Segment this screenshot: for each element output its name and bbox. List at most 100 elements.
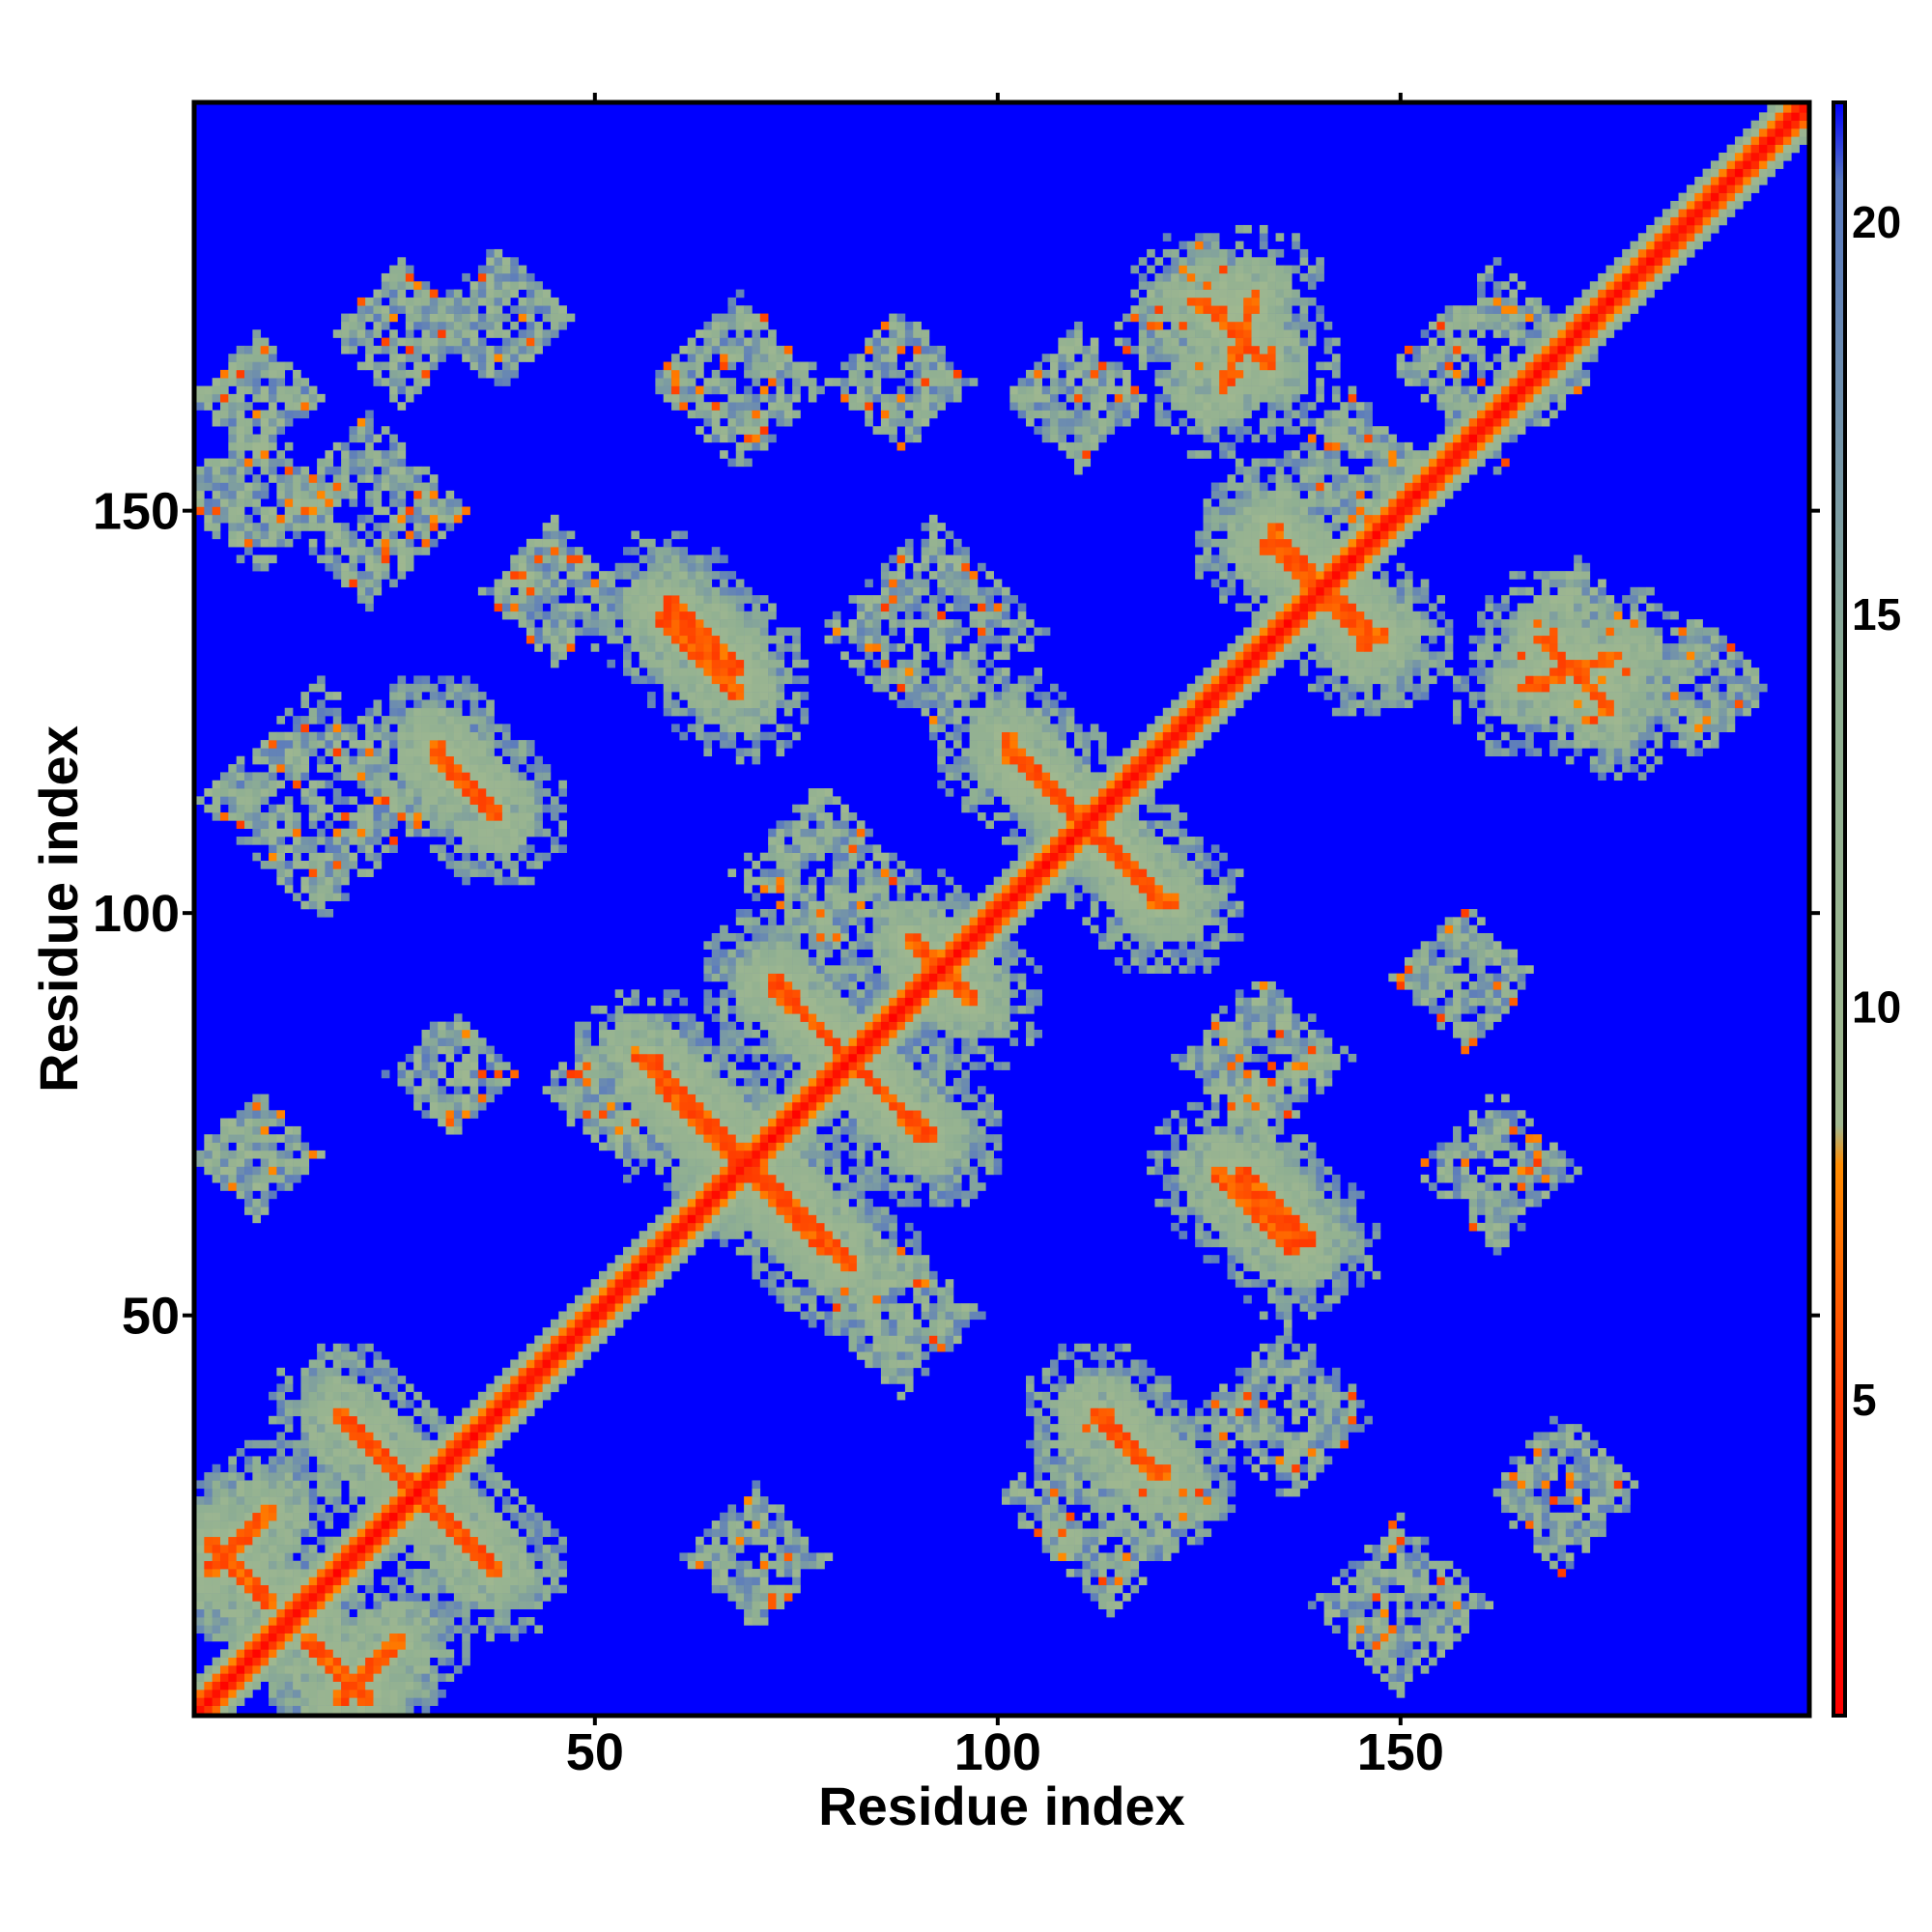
heatmap-cell — [607, 1110, 615, 1119]
heatmap-cell — [269, 1665, 277, 1674]
heatmap-cell — [687, 1094, 696, 1103]
heatmap-cell — [269, 1520, 277, 1529]
heatmap-cell — [1065, 1545, 1075, 1553]
heatmap-cell — [816, 1182, 825, 1191]
heatmap-cell — [687, 1552, 696, 1562]
heatmap-cell — [1210, 1255, 1220, 1264]
heatmap-cell — [832, 1174, 841, 1183]
heatmap-cell — [1549, 1560, 1558, 1570]
heatmap-cell — [1485, 1198, 1494, 1208]
heatmap-cell — [1605, 1496, 1615, 1505]
heatmap-cell — [1235, 1222, 1244, 1232]
heatmap-cell — [1283, 1303, 1293, 1312]
heatmap-cell — [1138, 1367, 1148, 1377]
heatmap-cell — [228, 1657, 237, 1666]
heatmap-cell — [341, 1376, 350, 1384]
heatmap-cell — [220, 1504, 229, 1514]
heatmap-cell — [1179, 1214, 1188, 1224]
heatmap-cell — [1034, 1480, 1042, 1490]
heatmap-cell — [856, 1294, 866, 1304]
heatmap-cell — [856, 1255, 866, 1264]
heatmap-cell — [1235, 1400, 1244, 1408]
heatmap-cell — [1299, 1383, 1309, 1393]
heatmap-cell — [228, 1472, 237, 1481]
heatmap-cell — [1114, 1512, 1123, 1521]
heatmap-cell — [429, 1601, 439, 1610]
heatmap-cell — [865, 1327, 873, 1336]
heatmap-cell — [1379, 1649, 1389, 1658]
heatmap-cell — [1098, 1448, 1107, 1457]
heatmap-cell — [1098, 1504, 1107, 1514]
heatmap-cell — [1557, 1158, 1567, 1167]
heatmap-cell — [1429, 1608, 1437, 1618]
heatmap-cell — [1074, 1520, 1083, 1529]
heatmap-cell — [735, 1125, 745, 1135]
heatmap-cell — [1058, 1552, 1067, 1562]
heatmap-cell — [1557, 1439, 1567, 1449]
heatmap-cell — [381, 1593, 390, 1602]
heatmap-cell — [325, 1569, 334, 1577]
heatmap-cell — [405, 1456, 414, 1465]
heatmap-cell — [1307, 1601, 1317, 1610]
heatmap-cell — [832, 1270, 841, 1280]
heatmap-cell — [711, 1166, 721, 1176]
heatmap-cell — [1138, 1448, 1148, 1457]
heatmap-cell — [252, 1641, 262, 1650]
heatmap-cell — [889, 1166, 897, 1176]
heatmap-cell — [631, 1263, 639, 1272]
heatmap-cell — [703, 1190, 713, 1200]
heatmap-cell — [1574, 1166, 1582, 1176]
heatmap-cell — [1235, 1424, 1244, 1433]
heatmap-cell — [1210, 1086, 1220, 1094]
heatmap-cell — [1009, 1480, 1018, 1490]
heatmap-cell — [1210, 1407, 1220, 1417]
heatmap-cell — [1162, 1383, 1172, 1393]
heatmap-cell — [1162, 1182, 1172, 1191]
heatmap-cell — [462, 1463, 470, 1473]
heatmap-cell — [429, 1456, 439, 1465]
heatmap-cell — [413, 1625, 422, 1634]
heatmap-cell — [1017, 1520, 1027, 1529]
heatmap-cell — [389, 1480, 398, 1490]
heatmap-cell — [276, 1593, 286, 1602]
heatmap-cell — [889, 1053, 897, 1063]
heatmap-cell — [1106, 1560, 1116, 1570]
heatmap-cell — [276, 1528, 286, 1538]
heatmap-cell — [486, 1480, 495, 1490]
heatmap-cell — [1106, 1463, 1116, 1473]
heatmap-cell — [349, 1376, 358, 1384]
heatmap-cell — [800, 1077, 810, 1087]
heatmap-cell — [1227, 1174, 1236, 1183]
heatmap-cell — [1517, 1150, 1526, 1159]
heatmap-cell — [744, 1110, 753, 1119]
heatmap-cell — [1444, 1142, 1454, 1151]
heatmap-cell — [1219, 1053, 1228, 1063]
heatmap-cell — [671, 1094, 680, 1103]
heatmap-cell — [711, 1214, 721, 1224]
heatmap-cell — [1210, 1198, 1220, 1208]
heatmap-cell — [880, 1294, 890, 1304]
heatmap-cell — [759, 1231, 769, 1239]
heatmap-cell — [469, 1448, 479, 1457]
heatmap-cell — [1533, 1520, 1543, 1529]
heatmap-cell — [438, 1617, 446, 1626]
heatmap-cell — [759, 1608, 769, 1618]
heatmap-cell — [349, 1697, 358, 1706]
heatmap-cell — [768, 1279, 777, 1288]
heatmap-cell — [252, 1560, 262, 1570]
heatmap-cell — [1243, 1094, 1252, 1103]
heatmap-cell — [397, 1569, 407, 1577]
heatmap-cell — [341, 1391, 350, 1401]
heatmap-cell — [856, 1231, 866, 1239]
heatmap-cell — [1420, 1649, 1430, 1658]
heatmap-cell — [300, 1504, 310, 1514]
heatmap-cell — [913, 1069, 922, 1079]
heatmap-cell — [599, 1077, 608, 1087]
heatmap-cell — [1243, 1294, 1252, 1304]
heatmap-cell — [1050, 1552, 1059, 1562]
heatmap-cell — [365, 1697, 374, 1706]
heatmap-cell — [1299, 1287, 1309, 1296]
heatmap-cell — [1525, 1134, 1534, 1143]
heatmap-cell — [1082, 1528, 1092, 1538]
heatmap-cell — [518, 1625, 527, 1634]
